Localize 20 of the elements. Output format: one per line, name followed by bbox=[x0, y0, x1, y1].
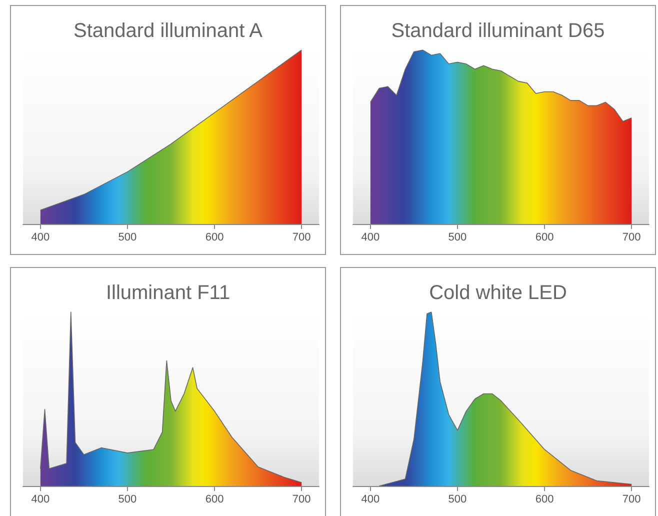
chart-title: Standard illuminant A bbox=[73, 20, 264, 42]
x-tick-label: 500 bbox=[448, 494, 467, 506]
x-tick-label: 600 bbox=[535, 494, 554, 506]
chart-title: Cold white LED bbox=[429, 282, 567, 304]
x-tick-label: 400 bbox=[31, 494, 50, 506]
x-tick-label: 700 bbox=[622, 494, 641, 506]
x-tick-label: 500 bbox=[118, 232, 137, 244]
x-tick-label: 500 bbox=[448, 232, 467, 244]
x-tick-label: 600 bbox=[535, 232, 554, 244]
chart-title: Illuminant F11 bbox=[106, 282, 230, 304]
x-tick-label: 600 bbox=[205, 232, 224, 244]
x-tick-label: 500 bbox=[118, 494, 137, 506]
x-tick-label: 400 bbox=[31, 232, 50, 244]
x-tick-label: 600 bbox=[205, 494, 224, 506]
x-tick-label: 700 bbox=[292, 232, 311, 244]
chart-title: Standard illuminant D65 bbox=[391, 20, 605, 42]
x-tick-label: 700 bbox=[292, 494, 311, 506]
x-tick-label: 700 bbox=[622, 232, 641, 244]
x-tick-label: 400 bbox=[361, 232, 380, 244]
x-tick-label: 400 bbox=[361, 494, 380, 506]
